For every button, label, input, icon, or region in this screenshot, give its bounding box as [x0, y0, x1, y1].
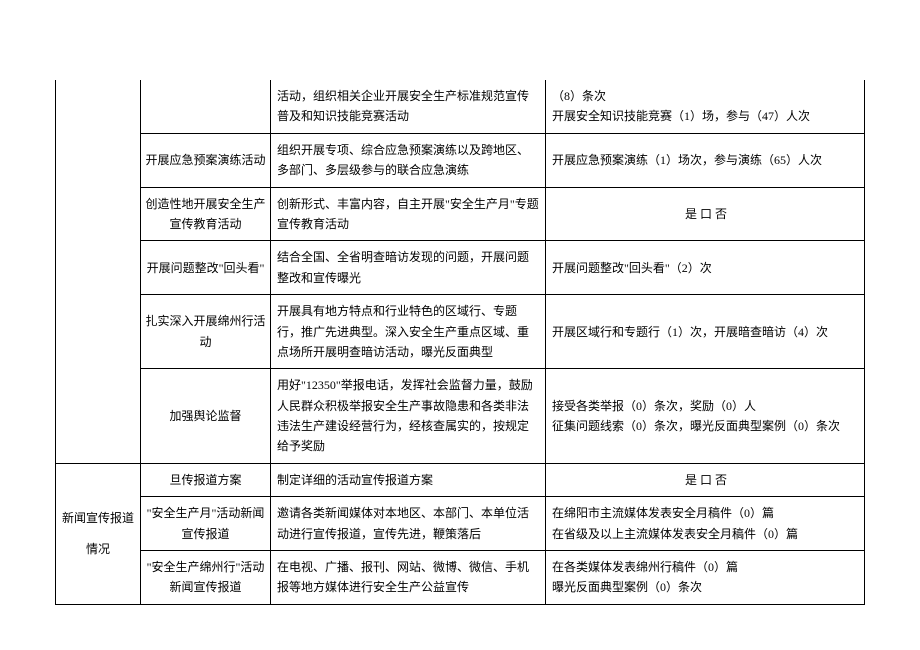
cell-activity: "安全生产月"活动新闻宣传报道: [141, 497, 271, 551]
cell-activity: 加强舆论监督: [141, 369, 271, 464]
cell-desc: 创新形式、丰富内容，自主开展"安全生产月"专题宣传教育活动: [271, 187, 546, 241]
report-table: 活动，组织相关企业开展安全生产标准规范宣传普及和知识技能竞赛活动 （8）条次开展…: [55, 80, 865, 605]
table-row: 创造性地开展安全生产宣传教育活动 创新形式、丰富内容，自主开展"安全生产月"专题…: [56, 187, 865, 241]
cell-activity: 扎实深入开展绵州行活动: [141, 295, 271, 369]
cell-activity: 旦传报道方案: [141, 463, 271, 496]
cell-result: 是 口 否: [546, 463, 865, 496]
cell-desc: 开展具有地方特点和行业特色的区域行、专题行，推广先进典型。深入安全生产重点区域、…: [271, 295, 546, 369]
cell-desc: 组织开展专项、综合应急预案演练以及跨地区、多部门、多层级参与的联合应急演练: [271, 133, 546, 187]
cell-desc: 活动，组织相关企业开展安全生产标准规范宣传普及和知识技能竞赛活动: [271, 80, 546, 133]
cell-desc: 制定详细的活动宣传报道方案: [271, 463, 546, 496]
cell-activity: 开展应急预案演练活动: [141, 133, 271, 187]
table-row: "安全生产绵州行"活动新闻宣传报道 在电视、广播、报刊、网站、微博、微信、手机报…: [56, 551, 865, 605]
cell-desc: 邀请各类新闻媒体对本地区、本部门、本单位活动进行宣传报道，宣传先进，鞭策落后: [271, 497, 546, 551]
table-row: 开展应急预案演练活动 组织开展专项、综合应急预案演练以及跨地区、多部门、多层级参…: [56, 133, 865, 187]
cell-result: 开展应急预案演练（1）场次，参与演练（65）人次: [546, 133, 865, 187]
table-row: 加强舆论监督 用好"12350"举报电话，发挥社会监督力量，鼓励人民群众积极举报…: [56, 369, 865, 464]
cell-desc: 结合全国、全省明查暗访发现的问题，开展问题整改和宣传曝光: [271, 241, 546, 295]
cell-category-blank: [56, 80, 141, 463]
cell-desc: 在电视、广播、报刊、网站、微博、微信、手机报等地方媒体进行安全生产公益宣传: [271, 551, 546, 605]
table-row: 活动，组织相关企业开展安全生产标准规范宣传普及和知识技能竞赛活动 （8）条次开展…: [56, 80, 865, 133]
cell-result: 接受各类举报（0）条次，奖励（0）人征集问题线索（0）条次，曝光反面典型案例（0…: [546, 369, 865, 464]
cell-category: 新闻宣传报道情况: [56, 463, 141, 604]
cell-result: 在各类媒体发表绵州行稿件（0）篇曝光反面典型案例（0）条次: [546, 551, 865, 605]
table-row: "安全生产月"活动新闻宣传报道 邀请各类新闻媒体对本地区、本部门、本单位活动进行…: [56, 497, 865, 551]
cell-text: 在各类媒体发表绵州行稿件（0）篇曝光反面典型案例（0）条次: [552, 560, 738, 594]
cell-result: 开展问题整改"回头看"（2）次: [546, 241, 865, 295]
table-row: 扎实深入开展绵州行活动 开展具有地方特点和行业特色的区域行、专题行，推广先进典型…: [56, 295, 865, 369]
cell-result: 在绵阳市主流媒体发表安全月稿件（0）篇在省级及以上主流媒体发表安全月稿件（0）篇: [546, 497, 865, 551]
table-row: 开展问题整改"回头看" 结合全国、全省明查暗访发现的问题，开展问题整改和宣传曝光…: [56, 241, 865, 295]
cell-activity: 开展问题整改"回头看": [141, 241, 271, 295]
cell-activity: "安全生产绵州行"活动新闻宣传报道: [141, 551, 271, 605]
cell-text: （8）条次开展安全知识技能竞赛（1）场，参与（47）人次: [552, 89, 810, 123]
cell-activity-cont: [141, 80, 271, 133]
table-row: 新闻宣传报道情况 旦传报道方案 制定详细的活动宣传报道方案 是 口 否: [56, 463, 865, 496]
cell-text: 在绵阳市主流媒体发表安全月稿件（0）篇在省级及以上主流媒体发表安全月稿件（0）篇: [552, 506, 798, 540]
cell-result: 开展区域行和专题行（1）次，开展暗查暗访（4）次: [546, 295, 865, 369]
cell-text: 接受各类举报（0）条次，奖励（0）人征集问题线索（0）条次，曝光反面典型案例（0…: [552, 399, 840, 433]
cell-activity: 创造性地开展安全生产宣传教育活动: [141, 187, 271, 241]
cell-desc: 用好"12350"举报电话，发挥社会监督力量，鼓励人民群众积极举报安全生产事故隐…: [271, 369, 546, 464]
cell-result: （8）条次开展安全知识技能竞赛（1）场，参与（47）人次: [546, 80, 865, 133]
cell-result: 是 口 否: [546, 187, 865, 241]
